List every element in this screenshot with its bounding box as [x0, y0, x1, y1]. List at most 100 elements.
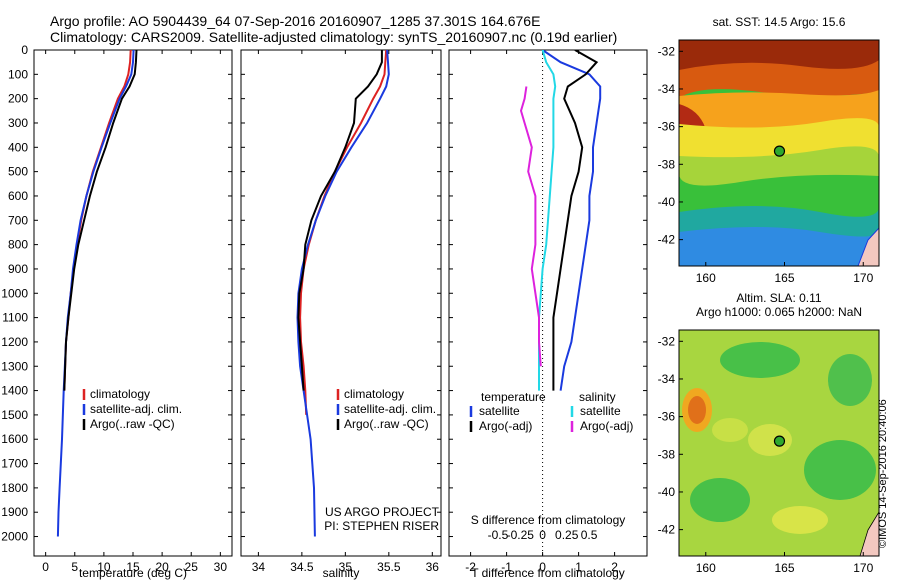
temp-xtick-label: 30: [214, 560, 228, 574]
sst-map-ytick-label: -38: [658, 157, 676, 171]
sst-map-ytick-label: -42: [658, 233, 676, 247]
diff-xtick-label: 2: [611, 560, 618, 574]
temp-legend-label: Argo(..raw -QC): [90, 417, 175, 431]
diff-xlabel: T difference from climatology: [471, 566, 625, 580]
diff-secondary-xlabel: S difference from climatology: [471, 513, 626, 527]
diff-legend-label: satellite: [479, 404, 520, 418]
depth-tick-label: 1900: [1, 505, 28, 519]
temp-series-line: [56, 50, 135, 537]
sst-map-image: [679, 40, 879, 266]
sal-series-line: [299, 50, 388, 415]
sal-xlabel: salinity: [323, 566, 360, 580]
temperature-plot-frame: [33, 49, 233, 557]
diff-legend-label: Argo(-adj): [479, 419, 532, 433]
sst-map-frame: [678, 39, 880, 267]
diff-legend-title: temperature: [481, 390, 546, 404]
sal-xtick-label: 35: [339, 560, 353, 574]
project-annotation: PI: STEPHEN RISER: [324, 519, 439, 533]
diff-secondary-tick-label: 0.25: [555, 528, 579, 542]
depth-tick-label: 0: [21, 43, 28, 57]
depth-tick-label: 400: [8, 140, 28, 154]
diff-legend-title: salinity: [579, 390, 616, 404]
sst-map-ytick-label: -32: [658, 44, 676, 58]
diff-legend-label: satellite: [580, 404, 621, 418]
sst-map-ytick-label: -40: [658, 195, 676, 209]
depth-tick-label: 2000: [1, 530, 28, 544]
sla-map-frame: [678, 329, 880, 557]
sla-map-ytick-label: -34: [658, 372, 676, 386]
salinity-plot-frame: [240, 49, 442, 557]
figure-title-line1: Argo profile: AO 5904439_64 07-Sep-2016 …: [50, 13, 541, 29]
depth-tick-label: 1500: [1, 408, 28, 422]
depth-tick-label: 1300: [1, 359, 28, 373]
sla-map-ytick-label: -32: [658, 334, 676, 348]
depth-tick-label: 1400: [1, 384, 28, 398]
sla-map-ytick-label: -38: [658, 447, 676, 461]
depth-tick-label: 300: [8, 116, 28, 130]
diff-series-line: [519, 86, 542, 367]
temp-series-line: [63, 50, 138, 391]
sla-map-xtick-label: 160: [696, 561, 716, 575]
depth-tick-label: 1700: [1, 457, 28, 471]
sst-map-xtick-label: 165: [774, 271, 794, 285]
diff-xtick-label: -2: [465, 560, 476, 574]
sal-legend-label: Argo(..raw -QC): [344, 417, 429, 431]
sal-series-line: [297, 50, 383, 391]
sst-map-xtick-label: 170: [853, 271, 873, 285]
sst-map-float-marker: [773, 145, 786, 157]
project-annotation: US ARGO PROJECT: [325, 505, 440, 519]
sst-map-ytick-label: -34: [658, 82, 676, 96]
sal-xtick-label: 34.5: [290, 560, 314, 574]
temp-xlabel: temperature (deg C): [79, 566, 187, 580]
depth-tick-label: 500: [8, 165, 28, 179]
sal-xtick-label: 34: [252, 560, 266, 574]
diff-secondary-tick-label: -0.25: [507, 528, 535, 542]
diff-secondary-tick-label: 0.5: [581, 528, 598, 542]
temp-xtick-label: 15: [126, 560, 140, 574]
diff-xtick-label: -1: [501, 560, 512, 574]
sst-map-ytick-label: -36: [658, 120, 676, 134]
sst-map-title: sat. SST: 14.5 Argo: 15.6: [713, 15, 846, 29]
sal-xtick-label: 35.5: [377, 560, 401, 574]
figure-title-line2: Climatology: CARS2009. Satellite-adjuste…: [50, 29, 618, 45]
diff-series-line: [552, 50, 599, 391]
depth-tick-label: 700: [8, 213, 28, 227]
sst-map-xtick-label: 160: [696, 271, 716, 285]
difference-plot-frame: [448, 49, 648, 557]
sla-map-float-marker: [773, 435, 786, 447]
diff-secondary-tick-label: 0: [539, 528, 546, 542]
sla-map-subtitle: Argo h1000: 0.065 h2000: NaN: [696, 305, 862, 319]
temp-xtick-label: 5: [71, 560, 78, 574]
diff-xtick-label: 0: [539, 560, 546, 574]
sla-map-ytick-label: -40: [658, 485, 676, 499]
sal-xtick-label: 36: [426, 560, 440, 574]
sal-legend-label: climatology: [344, 387, 404, 401]
depth-tick-label: 1000: [1, 286, 28, 300]
depth-tick-label: 1600: [1, 432, 28, 446]
diff-xtick-label: 1: [575, 560, 582, 574]
sal-legend-label: satellite-adj. clim.: [344, 402, 436, 416]
sla-map-title: Altim. SLA: 0.11: [736, 291, 821, 305]
depth-tick-label: 1200: [1, 335, 28, 349]
temp-xtick-label: 25: [185, 560, 199, 574]
depth-tick-label: 1100: [2, 311, 28, 325]
depth-tick-label: 1800: [1, 481, 28, 495]
sal-series-line: [296, 50, 390, 537]
diff-secondary-tick-label: -0.5: [488, 528, 509, 542]
temp-xtick-label: 0: [42, 560, 49, 574]
sla-map-ytick-label: -36: [658, 410, 676, 424]
depth-tick-label: 200: [8, 92, 28, 106]
sla-map-xtick-label: 170: [853, 561, 873, 575]
diff-series-line: [538, 50, 557, 391]
depth-tick-label: 100: [8, 67, 28, 81]
sla-map-xtick-label: 165: [774, 561, 794, 575]
depth-tick-label: 900: [8, 262, 28, 276]
diff-series-line: [542, 50, 602, 391]
depth-tick-label: 800: [8, 238, 28, 252]
temp-xtick-label: 10: [97, 560, 111, 574]
temp-legend-label: climatology: [90, 387, 150, 401]
temp-xtick-label: 20: [155, 560, 169, 574]
depth-tick-label: 600: [8, 189, 28, 203]
sla-map-ytick-label: -42: [658, 523, 676, 537]
